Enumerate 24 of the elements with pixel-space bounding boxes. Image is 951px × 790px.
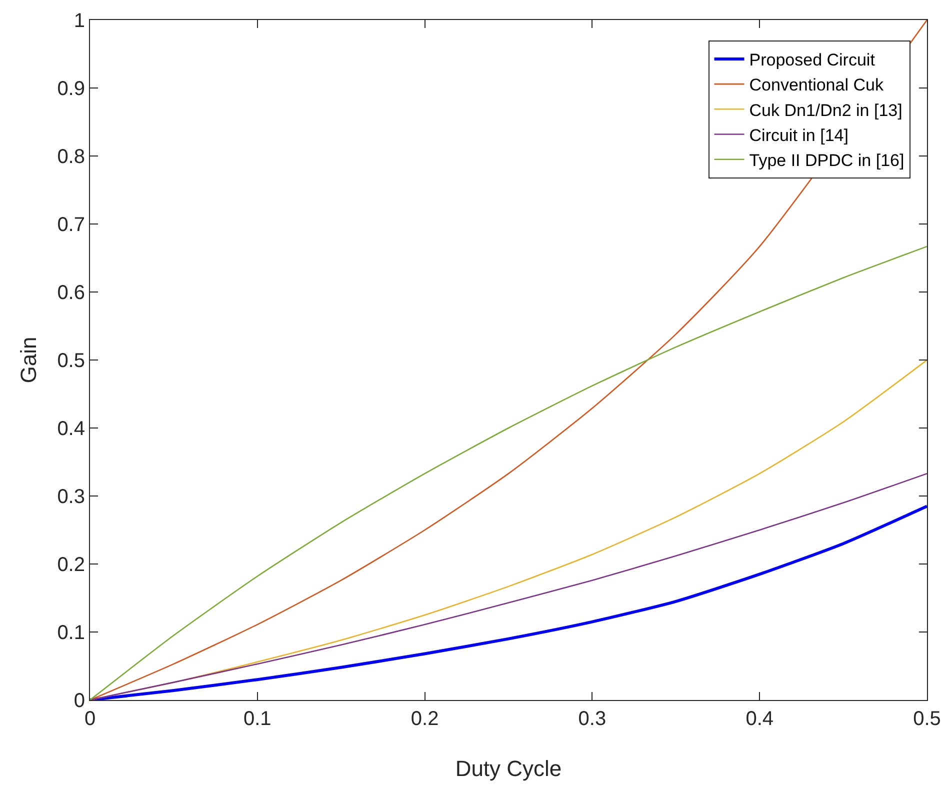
y-tick-label: 0.4 (57, 418, 85, 440)
y-tick-label: 1 (74, 10, 85, 32)
x-tick-label: 0.3 (578, 708, 606, 730)
y-tick-label: 0.6 (57, 282, 85, 304)
x-axis-title: Duty Cycle (455, 756, 562, 781)
x-tick-label: 0.5 (913, 708, 941, 730)
y-tick-label: 0.8 (57, 146, 85, 168)
line-series (90, 246, 927, 700)
y-tick-label: 0.7 (57, 214, 85, 236)
y-tick-label: 0 (74, 690, 85, 712)
x-tick-label: 0.1 (243, 708, 272, 730)
y-tick-label: 0.1 (57, 622, 85, 644)
y-tick-label: 0.5 (57, 350, 85, 372)
legend-label: Cuk Dn1/Dn2 in [13] (749, 100, 902, 120)
y-tick-label: 0.3 (57, 486, 85, 508)
legend-label: Circuit in [14] (749, 126, 848, 145)
legend-label: Conventional Cuk (749, 76, 884, 95)
y-tick-label: 0.9 (57, 78, 85, 100)
legend-label: Type II DPDC in [16] (749, 150, 904, 170)
y-tick-label: 0.2 (57, 554, 85, 576)
x-tick-label: 0.2 (410, 708, 439, 730)
y-axis-title: Gain (16, 336, 41, 384)
x-tick-label: 0.4 (746, 708, 774, 730)
legend-label: Proposed Circuit (749, 50, 876, 70)
